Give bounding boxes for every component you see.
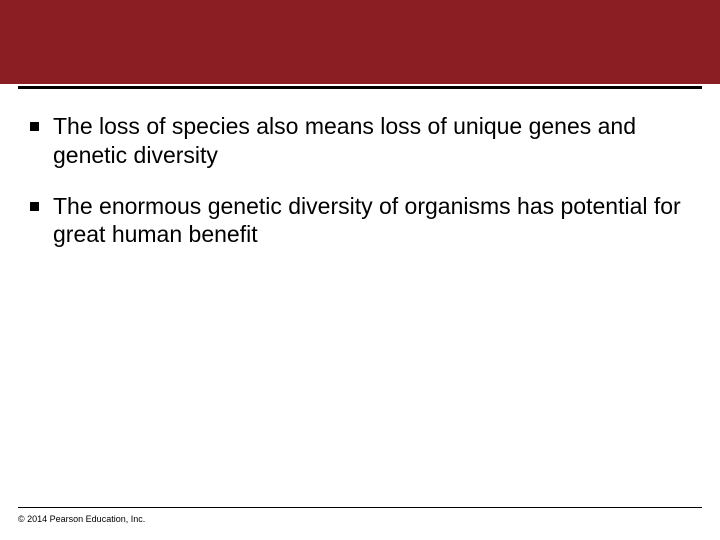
bullet-text: The enormous genetic diversity of organi… — [53, 192, 690, 250]
square-bullet-icon — [30, 202, 39, 211]
square-bullet-icon — [30, 122, 39, 131]
content-area: The loss of species also means loss of u… — [30, 112, 690, 271]
copyright-text: © 2014 Pearson Education, Inc. — [18, 514, 145, 524]
slide: The loss of species also means loss of u… — [0, 0, 720, 540]
bullet-item: The enormous genetic diversity of organi… — [30, 192, 690, 250]
bullet-item: The loss of species also means loss of u… — [30, 112, 690, 170]
header-band — [0, 0, 720, 84]
bullet-text: The loss of species also means loss of u… — [53, 112, 690, 170]
footer-rule — [18, 507, 702, 508]
header-rule — [18, 86, 702, 89]
